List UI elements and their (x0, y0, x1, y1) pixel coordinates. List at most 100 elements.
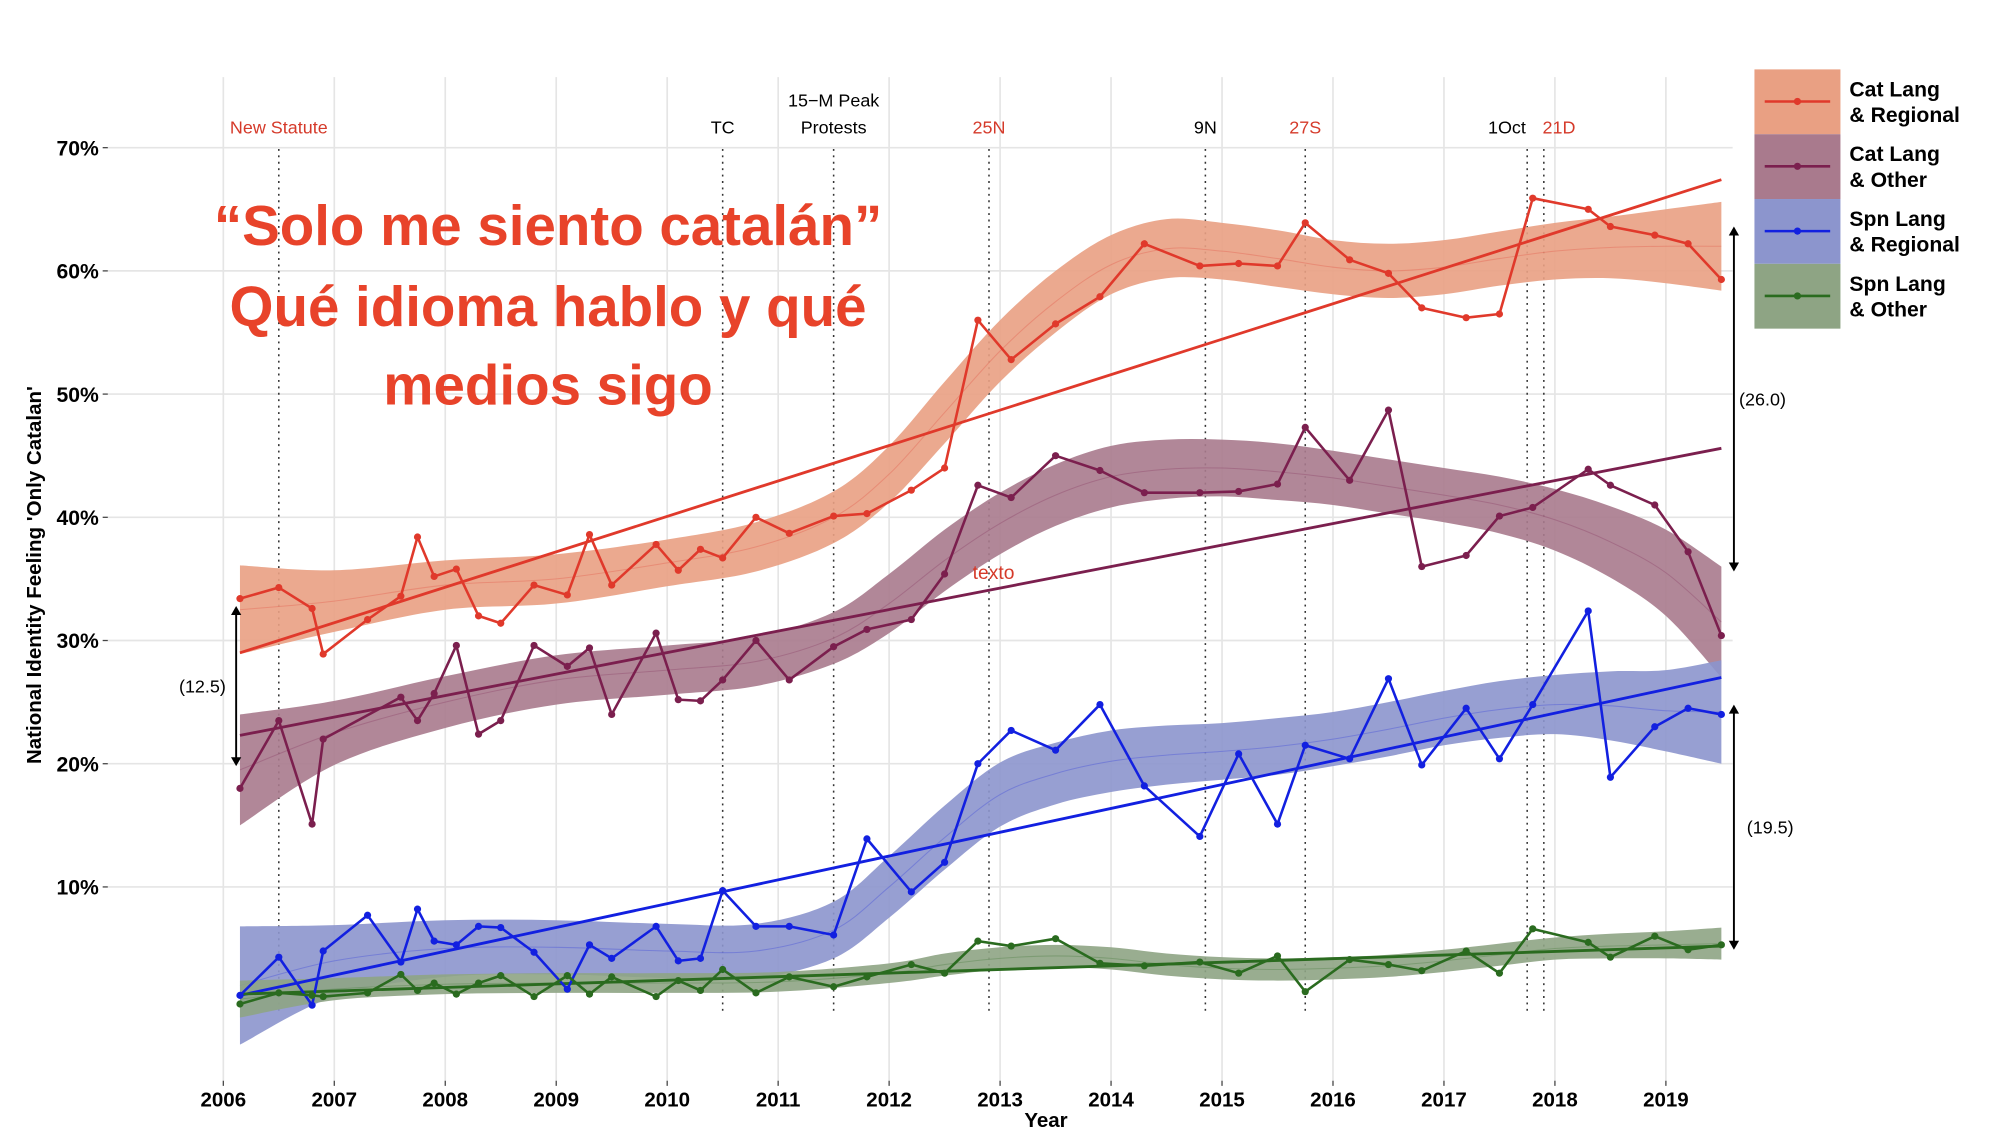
data-point (1301, 988, 1309, 996)
data-point (1418, 304, 1426, 312)
data-point (308, 991, 316, 999)
data-point (1007, 942, 1015, 950)
data-point (1651, 501, 1659, 509)
data-point (1717, 941, 1725, 949)
data-point (1346, 476, 1354, 484)
data-point (563, 985, 571, 993)
data-point (863, 973, 871, 981)
data-point (941, 464, 949, 472)
annotation-text: texto (973, 563, 1015, 584)
data-point (585, 990, 594, 998)
data-point (1196, 832, 1204, 841)
data-point (830, 643, 838, 651)
data-point (1651, 932, 1659, 940)
data-point (652, 629, 660, 637)
legend-label: Spn Lang (1849, 208, 1945, 231)
data-point (1140, 240, 1148, 248)
x-tick-label: 2015 (1199, 1088, 1245, 1111)
data-point (1235, 259, 1243, 268)
data-point (1301, 423, 1309, 431)
data-point (452, 941, 460, 949)
data-point (530, 581, 538, 589)
data-point (1235, 969, 1243, 977)
data-point (907, 615, 915, 624)
data-point (1140, 489, 1148, 497)
data-point (830, 512, 838, 520)
legend-label: & Other (1849, 169, 1927, 192)
x-tick-label: 2013 (977, 1088, 1023, 1111)
data-point (1196, 489, 1204, 497)
data-point (1495, 755, 1504, 763)
band-3 (239, 927, 1722, 1018)
data-point (1584, 205, 1592, 213)
y-tick-label: 70% (56, 137, 99, 160)
data-point (941, 969, 949, 977)
data-point (974, 316, 982, 324)
event-label: 1Oct (1488, 118, 1526, 138)
data-point (236, 784, 244, 792)
data-point (397, 592, 405, 600)
legend-marker-1 (1793, 162, 1802, 170)
band-0 (239, 201, 1722, 655)
title-line-1: “Solo me siento catalán” (214, 194, 882, 257)
data-point (608, 581, 616, 589)
data-point (1096, 466, 1104, 475)
data-point (1007, 493, 1015, 502)
y-tick-label: 30% (56, 630, 99, 653)
data-point (719, 887, 727, 895)
data-point (907, 960, 915, 969)
data-point (1529, 194, 1537, 202)
data-point (830, 983, 838, 991)
data-point (785, 973, 793, 981)
gap-label: (12.5) (179, 677, 226, 697)
data-point (752, 513, 760, 521)
data-point (308, 604, 316, 613)
data-point (1495, 969, 1504, 977)
annotations: (12.5) (26.0) (19.5) texto (179, 226, 1794, 950)
title-line-2: Qué idioma hablo y qué (230, 275, 867, 338)
data-point (474, 612, 483, 620)
data-point (1235, 750, 1243, 758)
series-line-1 (238, 408, 1723, 826)
data-point (585, 644, 594, 652)
data-point (452, 641, 460, 650)
x-tick-label: 2009 (533, 1088, 579, 1111)
data-point (1584, 465, 1592, 473)
data-point (652, 540, 660, 549)
y-tick-label: 50% (56, 384, 99, 407)
gap-label: (19.5) (1747, 818, 1794, 838)
data-point (719, 554, 727, 562)
data-point (319, 650, 327, 658)
event-markers: New Statute TC 15−M Peak Protests 25N 9N 27S 1O… (230, 91, 1576, 1014)
y-tick-label: 10% (56, 877, 99, 900)
arrow-head-down (231, 757, 242, 767)
data-point (430, 937, 438, 945)
data-point (830, 931, 838, 939)
data-point (1684, 240, 1692, 248)
data-point (719, 676, 727, 684)
data-point (413, 717, 422, 725)
legend-label: Cat Lang (1849, 143, 1940, 166)
data-point (275, 717, 283, 725)
axes: 2006 2007 2008 2009 2010 2011 2012 2013 2014 2015… (56, 137, 1688, 1111)
data-point (1462, 704, 1470, 712)
legend-marker-0 (1793, 97, 1802, 106)
legend-label: & Other (1849, 298, 1927, 321)
data-point (785, 922, 793, 930)
data-point (1346, 256, 1354, 264)
trend-line-1 (239, 446, 1722, 737)
data-point (1346, 755, 1354, 763)
data-point (1273, 820, 1282, 828)
data-point (474, 922, 483, 930)
data-point (275, 583, 283, 592)
arrow-head-up (231, 606, 242, 615)
x-tick-label: 2017 (1421, 1088, 1467, 1111)
data-point (863, 510, 871, 518)
data-point (674, 696, 682, 704)
data-point (1096, 293, 1104, 301)
data-point (1196, 262, 1204, 270)
data-point (1051, 452, 1060, 460)
data-point (563, 591, 571, 599)
